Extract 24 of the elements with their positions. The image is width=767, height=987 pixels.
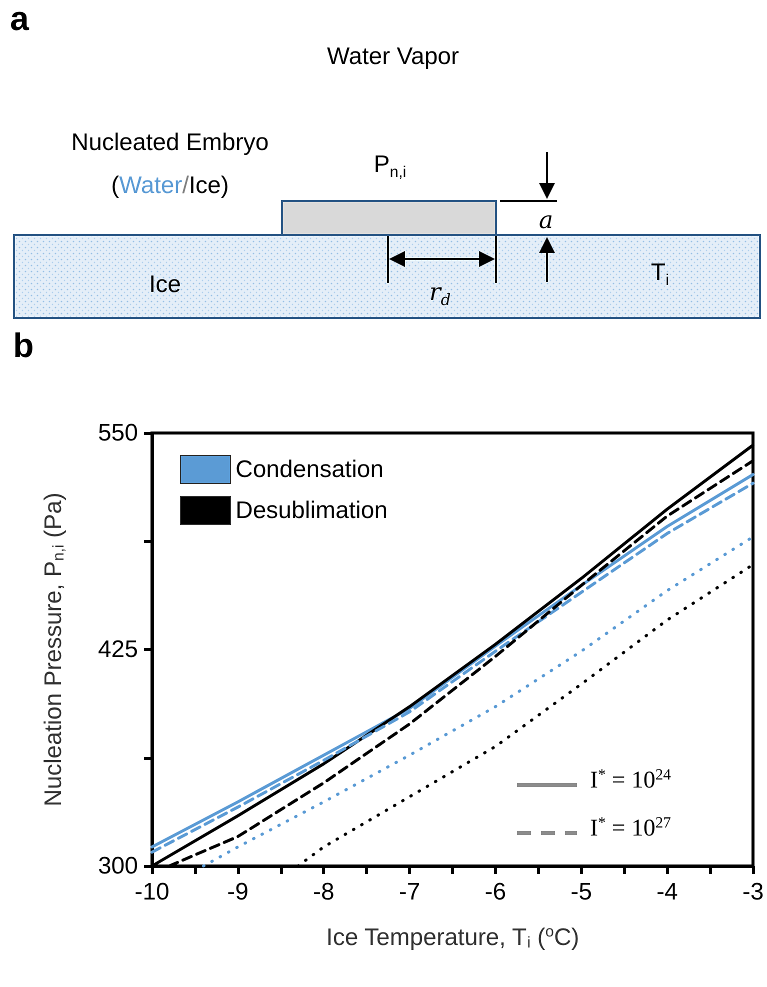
legend-label: Condensation <box>236 456 384 483</box>
text: Ice <box>148 271 182 298</box>
x-tick-label: -7 <box>398 878 420 906</box>
y-axis-title: Nucleation Pressure, Pn,i (Pa) <box>40 492 68 806</box>
y-tick-label: 425 <box>98 636 138 663</box>
text: Nucleated Embryo <box>71 129 269 156</box>
chart-title: b <box>13 327 34 365</box>
legend-label: Desublimation <box>236 497 388 524</box>
x-tick-label: -3 <box>742 878 764 906</box>
text: T$_{i}$ <box>650 259 670 289</box>
text: P$_{n,i}$ <box>374 151 406 181</box>
x-tick-label: -9 <box>227 878 249 906</box>
x-tick-label: -4 <box>656 878 678 906</box>
text: (Water/Ice) <box>111 172 229 199</box>
x-tick-label: -8 <box>313 878 334 906</box>
text: a <box>538 206 554 234</box>
x-tick-label: -10 <box>134 878 170 906</box>
x-tick-label: -5 <box>570 878 592 906</box>
text: Water Vapor <box>326 43 460 70</box>
text: r$_{d}$ <box>429 278 451 309</box>
y-tick-label: 300 <box>98 852 138 880</box>
x-tick-label: -6 <box>484 878 506 906</box>
text: a <box>10 0 30 38</box>
y-tick-label: 550 <box>98 420 138 446</box>
